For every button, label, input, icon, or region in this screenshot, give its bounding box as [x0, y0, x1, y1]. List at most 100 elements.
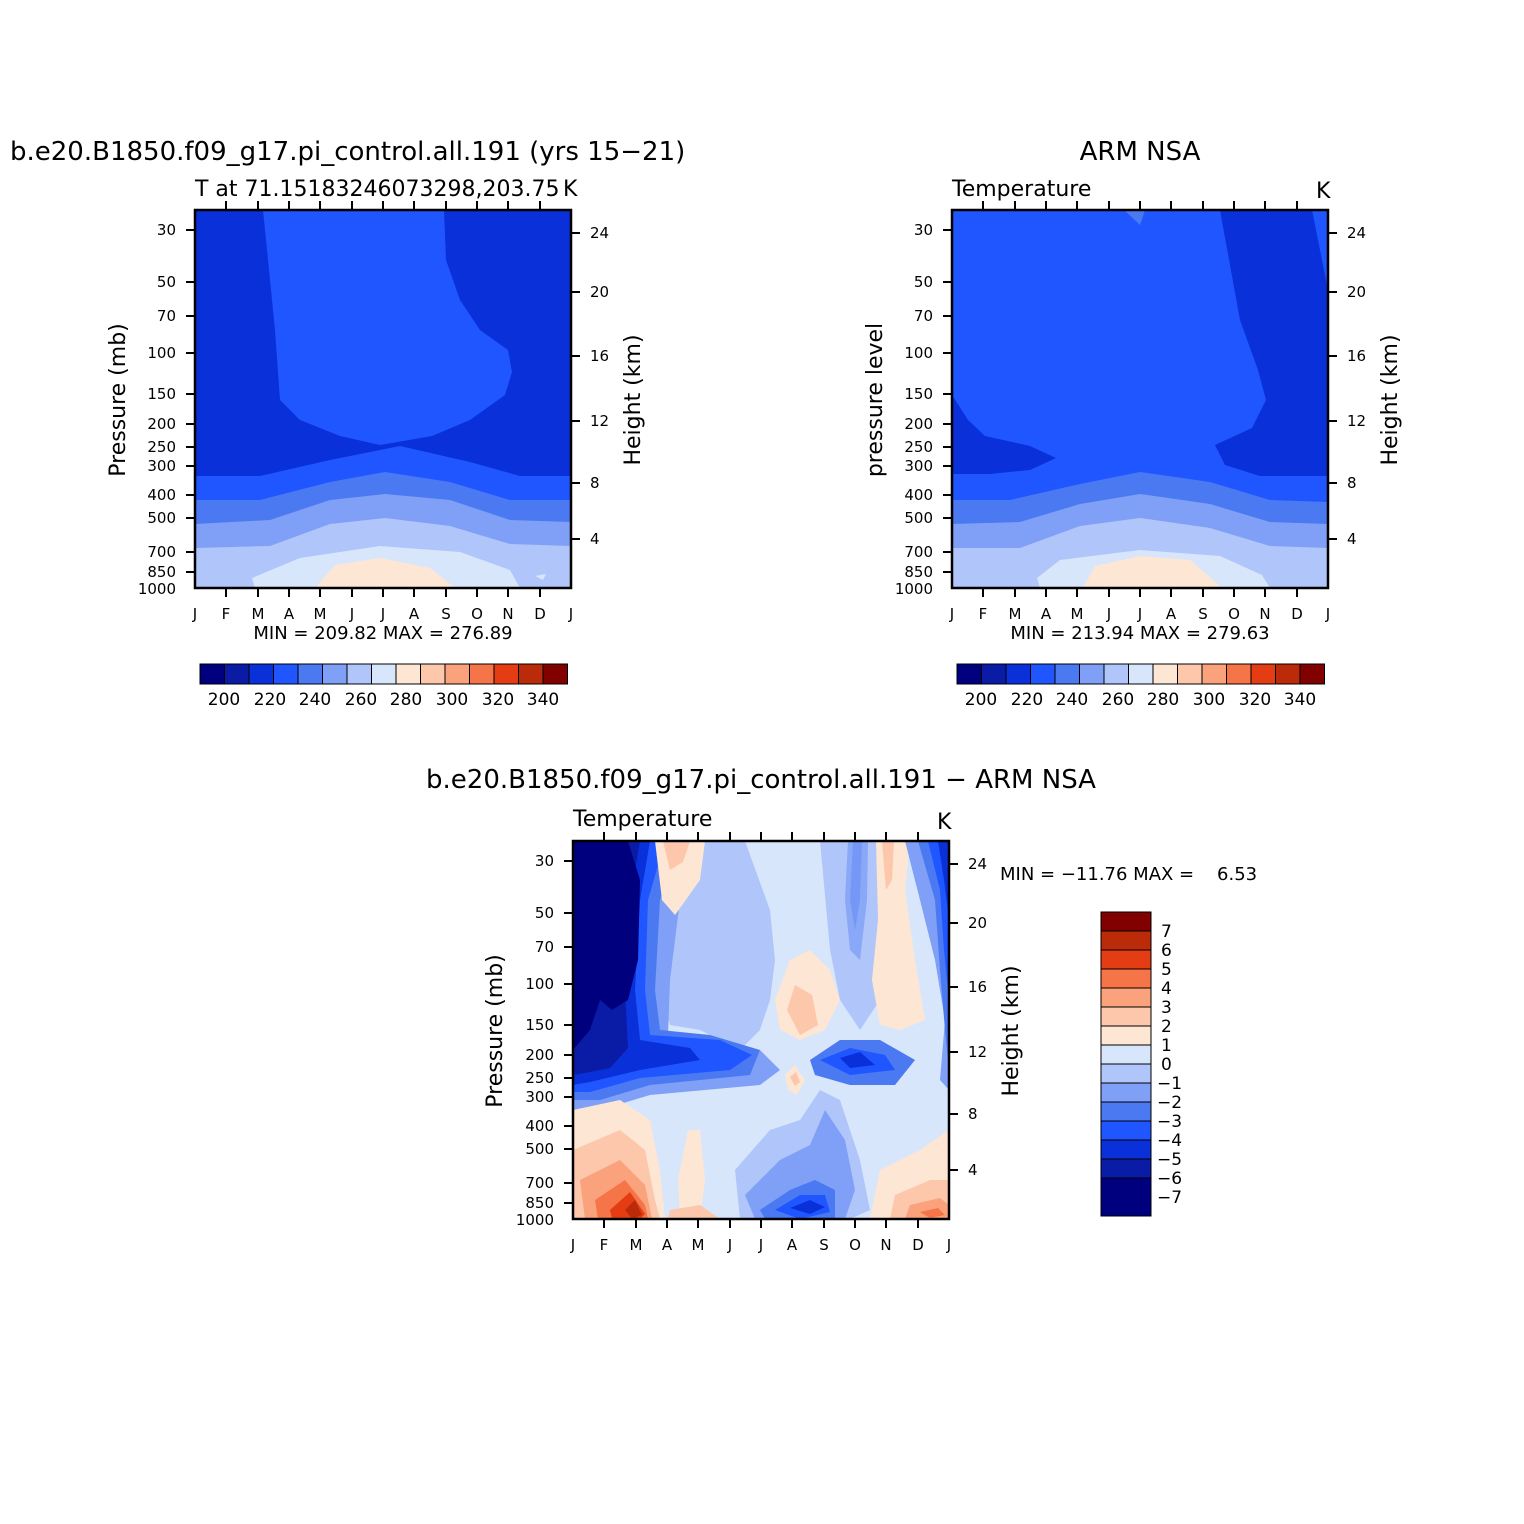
panel-diff-units: K	[937, 810, 952, 835]
y-right-tick-label: 4	[1347, 530, 1357, 548]
x-tick-label: N	[502, 605, 513, 623]
x-tick-label: M	[1071, 605, 1084, 623]
colorbar-label: 340	[1284, 690, 1316, 710]
colorbar-label: −3	[1157, 1112, 1182, 1132]
panel-obs-colorbar: 200 220 240 260 280 300 320 340	[956, 663, 1325, 710]
colorbar-label: 1	[1161, 1036, 1172, 1056]
panel-obs-ylabel: pressure level	[863, 323, 888, 477]
colorbar-label: 260	[1102, 690, 1134, 710]
x-tick-label: F	[222, 605, 231, 623]
panel-obs: ARM NSA Temperature K J F M A M J J A	[863, 137, 1403, 710]
colorbar-label: 7	[1161, 922, 1172, 942]
x-tick-label: J	[192, 605, 197, 623]
y-right-tick-label: 24	[1347, 224, 1366, 242]
y-tick-label: 400	[525, 1117, 554, 1135]
x-tick-label: D	[912, 1236, 924, 1254]
colorbar-label: −6	[1157, 1169, 1182, 1189]
y-right-tick-label: 4	[590, 530, 600, 548]
colorbar-label: 220	[1011, 690, 1043, 710]
panel-diff-field	[573, 841, 949, 1219]
y-right-tick-label: 12	[1347, 412, 1366, 430]
x-tick-label: J	[568, 605, 573, 623]
y-right-tick-label: 4	[968, 1161, 978, 1179]
y-tick-label: 50	[535, 904, 554, 922]
x-tick-label: A	[1166, 605, 1177, 623]
panel-model: b.e20.B1850.f09_g17.pi_control.all.191 (…	[10, 137, 685, 710]
panel-diff-minmax: MIN = −11.76 MAX = 6.53	[1000, 864, 1257, 885]
colorbar-label: 200	[965, 690, 997, 710]
y-right-tick-label: 16	[590, 347, 609, 365]
panel-obs-units: K	[1316, 179, 1331, 204]
y-tick-label: 300	[147, 457, 176, 475]
x-tick-label: D	[534, 605, 546, 623]
x-tick-label: M	[630, 1236, 643, 1254]
y-right-tick-label: 16	[968, 978, 987, 996]
x-tick-label: M	[1009, 605, 1022, 623]
x-tick-label: J	[1137, 605, 1142, 623]
y-tick-label: 100	[147, 344, 176, 362]
x-tick-label: N	[880, 1236, 891, 1254]
y-tick-label: 700	[904, 543, 933, 561]
panel-model-ylabel-right: Height (km)	[621, 334, 646, 465]
colorbar-label: 280	[390, 690, 422, 710]
y-right-tick-label: 20	[968, 914, 987, 932]
y-tick-label: 1000	[516, 1211, 554, 1229]
y-right-tick-label: 24	[968, 855, 987, 873]
colorbar-label: 340	[527, 690, 559, 710]
panel-model-minmax: MIN = 209.82 MAX = 276.89	[253, 623, 512, 644]
y-right-tick-label: 8	[968, 1105, 978, 1123]
x-tick-label: A	[1041, 605, 1052, 623]
colorbar-label: −1	[1157, 1074, 1182, 1094]
panel-model-x-axis: J F M A M J J A S O N D J	[192, 605, 573, 623]
y-tick-label: 300	[525, 1088, 554, 1106]
colorbar-label: −4	[1157, 1131, 1182, 1151]
panel-diff-y-right-axis: 24 20 16 12 8 4	[968, 855, 987, 1179]
y-right-tick-label: 12	[968, 1043, 987, 1061]
x-tick-label: O	[471, 605, 483, 623]
y-tick-label: 30	[914, 221, 933, 239]
y-tick-label: 100	[904, 344, 933, 362]
panel-diff-ticks	[564, 832, 958, 1228]
panel-obs-field	[952, 210, 1328, 588]
y-tick-label: 70	[535, 938, 554, 956]
panel-obs-title: ARM NSA	[1080, 137, 1201, 167]
y-tick-label: 700	[147, 543, 176, 561]
colorbar-label: 280	[1147, 690, 1179, 710]
y-tick-label: 150	[147, 385, 176, 403]
y-tick-label: 50	[157, 273, 176, 291]
x-tick-label: J	[946, 1236, 951, 1254]
y-tick-label: 500	[525, 1140, 554, 1158]
panel-model-field	[195, 210, 571, 588]
y-right-tick-label: 16	[1347, 347, 1366, 365]
y-right-tick-label: 8	[1347, 474, 1357, 492]
panel-obs-x-axis: J F M A M J J A S O N D J	[949, 605, 1330, 623]
panel-obs-minmax: MIN = 213.94 MAX = 279.63	[1010, 623, 1269, 644]
colorbar-label: 260	[345, 690, 377, 710]
x-tick-label: J	[1325, 605, 1330, 623]
x-tick-label: M	[692, 1236, 705, 1254]
panel-model-ylabel: Pressure (mb)	[106, 323, 131, 477]
panel-diff-x-axis: J F M A M J J A S O N D J	[570, 1236, 951, 1254]
x-tick-label: A	[409, 605, 420, 623]
panel-model-units: K	[563, 177, 578, 202]
colorbar-label: −5	[1157, 1150, 1182, 1170]
y-tick-label: 1000	[138, 580, 176, 598]
panel-diff: b.e20.B1850.f09_g17.pi_control.all.191 −…	[426, 765, 1257, 1254]
y-tick-label: 850	[147, 563, 176, 581]
x-tick-label: J	[380, 605, 385, 623]
colorbar-label: 240	[1056, 690, 1088, 710]
x-tick-label: F	[979, 605, 988, 623]
colorbar-label: 220	[254, 690, 286, 710]
x-tick-label: M	[252, 605, 265, 623]
y-tick-label: 150	[525, 1016, 554, 1034]
y-tick-label: 200	[525, 1046, 554, 1064]
colorbar-label: 320	[482, 690, 514, 710]
y-tick-label: 150	[904, 385, 933, 403]
panel-diff-subtitle: Temperature	[572, 807, 712, 832]
colorbar-label: −2	[1157, 1093, 1182, 1113]
colorbar-label: 2	[1161, 1017, 1172, 1037]
panel-diff-ylabel: Pressure (mb)	[483, 954, 508, 1108]
y-tick-label: 30	[157, 221, 176, 239]
panel-diff-ylabel-right: Height (km)	[999, 965, 1024, 1096]
panel-model-x-ticks	[186, 201, 580, 597]
